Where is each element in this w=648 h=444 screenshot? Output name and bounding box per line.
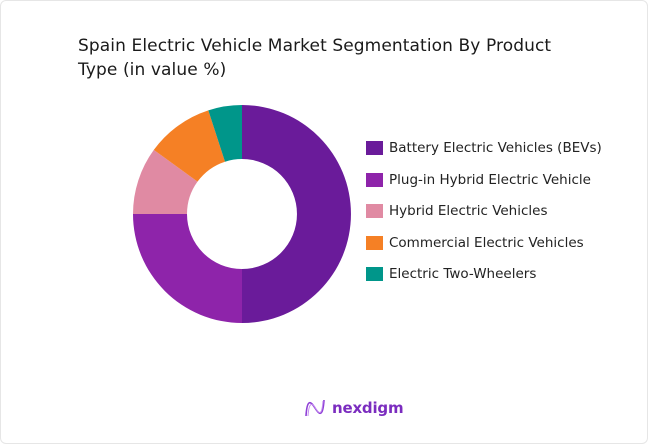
donut-slice-4 xyxy=(153,110,226,182)
legend-label: Plug-in Hybrid Electric Vehicle xyxy=(389,171,591,188)
legend-item: Commercial Electric Vehicles xyxy=(366,235,602,251)
brand-logo: nexdigm xyxy=(304,398,404,418)
brand-name: nexdigm xyxy=(332,399,404,417)
legend-item: Hybrid Electric Vehicles xyxy=(366,203,602,219)
donut-slice-2 xyxy=(133,214,242,323)
legend-swatch xyxy=(366,235,383,250)
legend-swatch xyxy=(366,141,383,155)
legend-swatch xyxy=(366,204,383,218)
donut-slice-3 xyxy=(133,149,198,214)
legend-label: Hybrid Electric Vehicles xyxy=(389,203,548,219)
legend-item: Electric Two-Wheelers xyxy=(366,266,602,282)
legend-item: Plug-in Hybrid Electric Vehicle xyxy=(366,172,602,188)
donut-slice-5 xyxy=(208,105,242,162)
legend-label: Electric Two-Wheelers xyxy=(389,266,537,282)
legend-label: Commercial Electric Vehicles xyxy=(389,234,584,251)
legend-swatch xyxy=(366,267,383,281)
chart-title: Spain Electric Vehicle Market Segmentati… xyxy=(78,36,552,80)
legend-label: Battery Electric Vehicles (BEVs) xyxy=(389,140,602,156)
legend: Battery Electric Vehicles (BEVs) Plug-in … xyxy=(366,140,602,298)
legend-swatch xyxy=(366,172,383,187)
legend-item: Battery Electric Vehicles (BEVs) xyxy=(366,140,602,156)
nexdigm-logo-icon xyxy=(305,399,325,417)
donut-slice-1 xyxy=(242,105,351,323)
